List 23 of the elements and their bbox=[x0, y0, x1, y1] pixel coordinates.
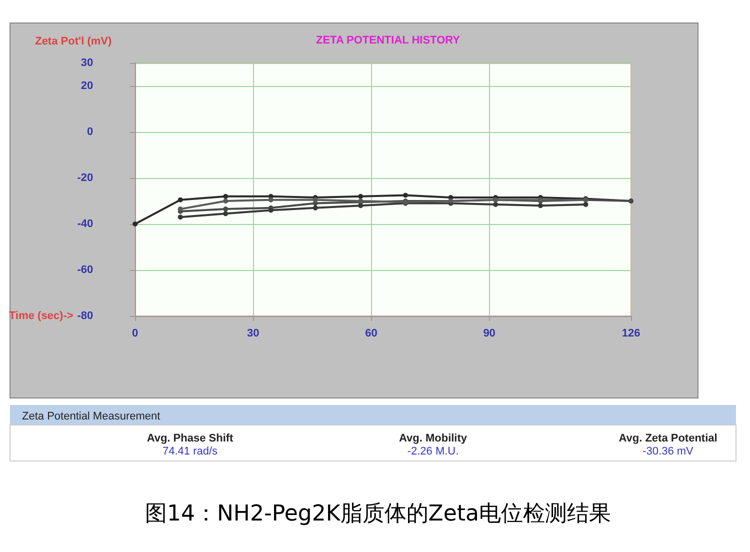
x-tick-label: 90 bbox=[483, 328, 496, 340]
text: Avg. Phase Shift bbox=[146, 432, 234, 444]
y-tick-label: -40 bbox=[77, 218, 94, 230]
chart-title: ZETA POTENTIAL HISTORY bbox=[316, 34, 461, 46]
text: Avg. Mobility bbox=[398, 432, 468, 444]
x-tick-label: 60 bbox=[365, 328, 378, 340]
text: 74.41 rad/s bbox=[162, 446, 218, 458]
y-tick-label: 0 bbox=[86, 126, 94, 138]
x-axis-title: Time (sec)-> bbox=[9, 310, 74, 322]
text: Zeta Potential Measurement bbox=[22, 410, 160, 422]
y-tick-label: -80 bbox=[77, 310, 94, 322]
y-tick-label: 20 bbox=[80, 80, 94, 92]
x-tick-label: 0 bbox=[132, 328, 138, 340]
text: -2.26 M.U. bbox=[407, 446, 459, 458]
text: -30.36 mV bbox=[642, 446, 694, 458]
text: Avg. Zeta Potential bbox=[618, 432, 718, 444]
y-tick-label: -20 bbox=[77, 172, 94, 184]
y-tick-label: -60 bbox=[77, 264, 94, 276]
y-axis-title: Zeta Pot'l (mV) bbox=[35, 36, 112, 48]
caption: 图14：NH2-Peg2K脂质体的Zeta电位检测结果 bbox=[144, 502, 612, 526]
x-tick-label: 30 bbox=[247, 328, 260, 340]
x-tick-label: 126 bbox=[622, 328, 640, 340]
y-tick-label: 30 bbox=[80, 57, 94, 69]
